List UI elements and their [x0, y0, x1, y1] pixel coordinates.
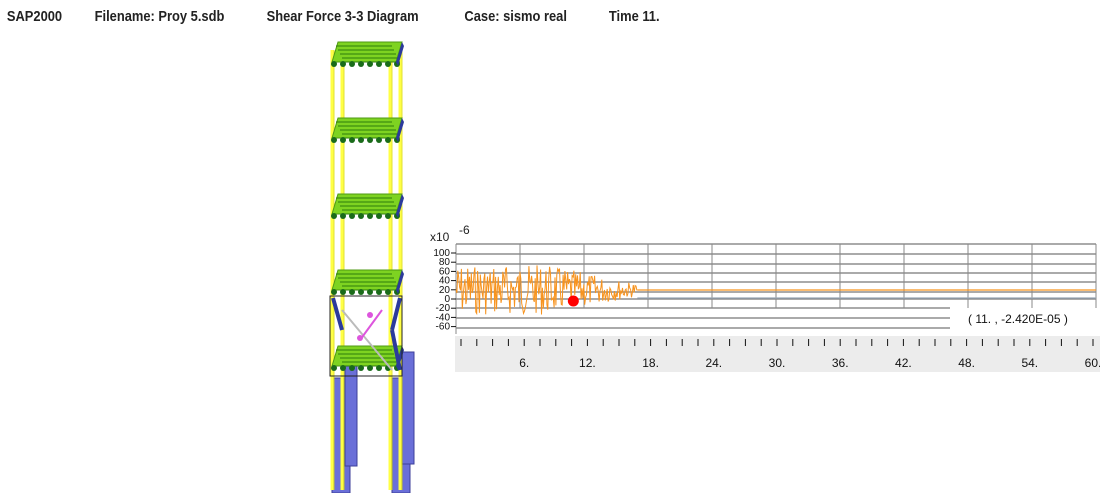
- x-tick-label: 30.: [769, 356, 786, 370]
- joint-node: [340, 289, 346, 295]
- joint-node: [376, 365, 382, 371]
- joint-node: [349, 137, 355, 143]
- joint-node: [349, 61, 355, 67]
- shear-wall: [401, 351, 415, 465]
- x-tick-label: 48.: [958, 356, 975, 370]
- y-multiplier-label: x10: [430, 230, 450, 244]
- app-name: SAP2000: [6, 8, 63, 25]
- load-case-label: Case: sismo real: [464, 8, 567, 25]
- x-tick-label: 60.: [1085, 356, 1100, 370]
- brace: [390, 297, 402, 331]
- floor-slab: [331, 41, 403, 63]
- slab-edge: [396, 270, 404, 294]
- joint-node: [376, 213, 382, 219]
- joint-node: [367, 137, 373, 143]
- time-axis: 6. 12. 18. 24. 30. 36. 42. 48. 54. 60.: [455, 336, 1100, 372]
- x-tick-label: 42.: [895, 356, 912, 370]
- brace: [390, 329, 402, 371]
- y-tick-label: 100: [433, 248, 450, 259]
- y-tick-label: 0: [444, 294, 450, 305]
- current-point-layer: [567, 295, 579, 307]
- diagram-label: Shear Force 3-3 Diagram: [266, 8, 419, 25]
- joint-node: [358, 137, 364, 143]
- joint-node: [385, 137, 391, 143]
- selected-bay-outline: [329, 295, 403, 377]
- y-multiplier-exponent: -6: [459, 223, 470, 237]
- joint-node: [385, 213, 391, 219]
- joint-node: [349, 365, 355, 371]
- joint-node: [367, 365, 373, 371]
- y-tick-label: -20: [436, 303, 451, 314]
- joint-node: [331, 289, 337, 295]
- joint-node: [367, 289, 373, 295]
- floor-slab: [331, 269, 403, 291]
- slab-edge: [396, 194, 404, 218]
- x-tick-label: 54.: [1021, 356, 1038, 370]
- diagonal-brace-highlight: [359, 309, 383, 341]
- y-tick-label: 40: [439, 276, 451, 287]
- x-tick-label: 24.: [705, 356, 722, 370]
- highlight-node: [357, 335, 363, 341]
- joint-node: [385, 289, 391, 295]
- joint-node: [358, 61, 364, 67]
- joint-node: [358, 213, 364, 219]
- y-tick-label: 80: [439, 257, 451, 268]
- joint-node: [367, 61, 373, 67]
- joint-node: [385, 61, 391, 67]
- x-tick-label: 36.: [832, 356, 849, 370]
- joint-node: [376, 61, 382, 67]
- plot-grid: [455, 243, 1097, 334]
- joint-node: [340, 61, 346, 67]
- title-bar: SAP2000 Filename: Proy 5.sdb Shear Force…: [0, 0, 946, 34]
- series-layer: [455, 265, 1096, 316]
- highlight-node: [367, 312, 373, 318]
- joint-node: [358, 289, 364, 295]
- joint-node: [358, 365, 364, 371]
- y-tick-label: 20: [439, 285, 451, 296]
- joint-node: [376, 289, 382, 295]
- brace: [331, 297, 344, 331]
- joint-node: [376, 137, 382, 143]
- slab-edge: [396, 42, 404, 66]
- joint-node: [349, 213, 355, 219]
- structure-model-view[interactable]: [300, 30, 420, 493]
- joint-node: [331, 365, 337, 371]
- cursor-readout: ( 11. , -2.420E-05 ): [968, 312, 1068, 326]
- joint-node: [340, 213, 346, 219]
- joint-node: [367, 213, 373, 219]
- joint-node: [340, 365, 346, 371]
- y-tick-label: 60: [439, 266, 451, 277]
- series-line: [455, 265, 638, 316]
- joint-node: [349, 289, 355, 295]
- joint-node: [331, 213, 337, 219]
- floor-slab: [331, 117, 403, 139]
- diagonal-brace: [341, 309, 393, 371]
- slab-edge: [396, 118, 404, 142]
- x-tick-label: 12.: [579, 356, 596, 370]
- joint-node: [331, 137, 337, 143]
- time-label: Time 11.: [608, 8, 660, 25]
- bracing-elements: [329, 295, 403, 377]
- filename-label: Filename: Proy 5.sdb: [94, 8, 225, 25]
- floor-slab: [331, 193, 403, 215]
- x-axis-ticks: 6. 12. 18. 24. 30. 36. 42. 48. 54. 60.: [460, 339, 1100, 370]
- floor-slab: [331, 345, 403, 367]
- y-tick-label: -40: [436, 312, 451, 323]
- x-tick-label: 6.: [519, 356, 529, 370]
- y-tick-label: -60: [436, 322, 451, 333]
- x-tick-label: 18.: [642, 356, 659, 370]
- joint-node: [331, 61, 337, 67]
- current-point-marker: [567, 295, 579, 307]
- joint-node: [340, 137, 346, 143]
